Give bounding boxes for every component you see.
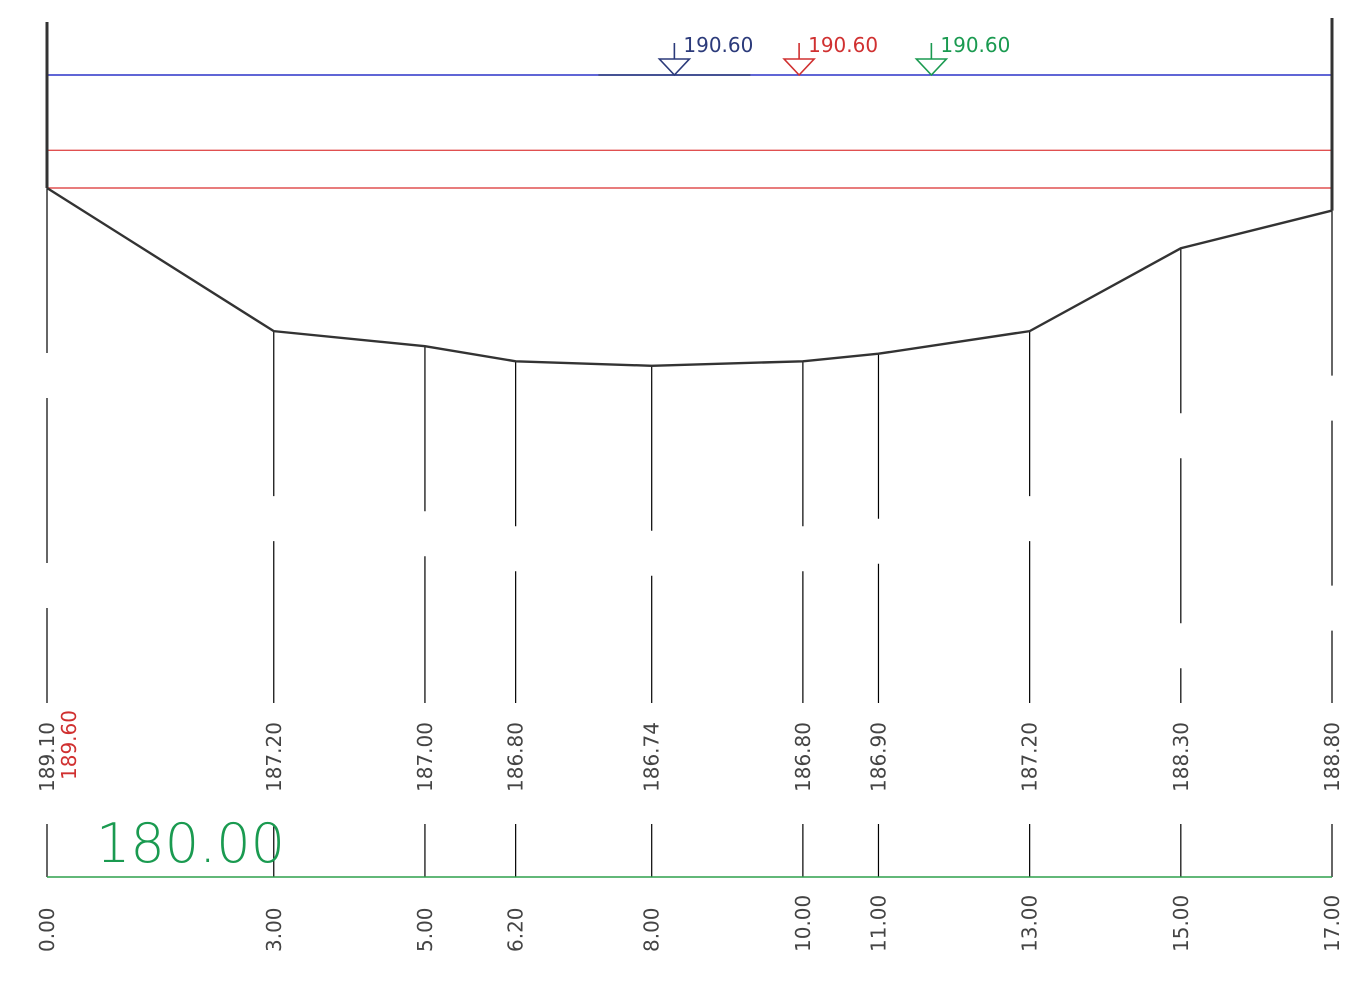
horizontal-level-lines <box>47 74 1332 189</box>
elevation-label: 188.80 <box>1320 722 1344 792</box>
water-level-triangle-icon <box>782 58 816 77</box>
elevation-label: 186.80 <box>791 722 815 792</box>
station-label: 3.00 <box>262 907 286 952</box>
station-label: 5.00 <box>413 907 437 952</box>
elevation-label: 187.00 <box>413 722 437 792</box>
water-level-triangle-icon <box>657 58 692 77</box>
station-label: 8.00 <box>640 907 664 952</box>
elevation-label: 188.30 <box>1169 722 1193 792</box>
station-label: 0.00 <box>35 907 59 952</box>
water-level-triangle-icon <box>914 58 949 77</box>
elevation-label: 186.90 <box>866 722 890 792</box>
secondary-elevation-label: 189.60 <box>57 710 81 780</box>
water-level-label: 190.60 <box>683 33 753 57</box>
bank-walls <box>45 18 1334 211</box>
station-label: 6.20 <box>504 907 528 952</box>
elevation-label: 189.10 <box>35 722 59 792</box>
water-level-marker-green: 190.60 <box>914 33 1010 77</box>
water-level-marker-red: 190.60 <box>782 33 878 77</box>
elevation-label: 187.20 <box>1018 722 1042 792</box>
ground-profile-line <box>46 186 1333 367</box>
water-level-label: 190.60 <box>940 33 1010 57</box>
station-label: 15.00 <box>1169 895 1193 952</box>
station-label: 11.00 <box>866 895 890 952</box>
station-label: 10.00 <box>791 895 815 952</box>
datum-label: 180.00 <box>96 812 285 875</box>
elevation-label: 186.74 <box>640 722 664 792</box>
elevation-label: 187.20 <box>262 722 286 792</box>
water-level-markers: 190.60 190.60 190.60 <box>598 33 1010 77</box>
station-labels: 0.00 3.00 5.00 6.20 8.00 10.00 11.00 13.00 15.00… <box>35 895 1344 952</box>
elevation-labels: 189.10 187.20 187.00 186.80 186.74 186.80 186.… <box>35 710 1344 792</box>
water-level-marker-blue: 190.60 <box>657 33 753 77</box>
station-label: 13.00 <box>1018 895 1042 952</box>
station-label: 17.00 <box>1320 895 1344 952</box>
elevation-label: 186.80 <box>504 722 528 792</box>
water-level-label: 190.60 <box>808 33 878 57</box>
station-stems <box>46 188 1333 877</box>
